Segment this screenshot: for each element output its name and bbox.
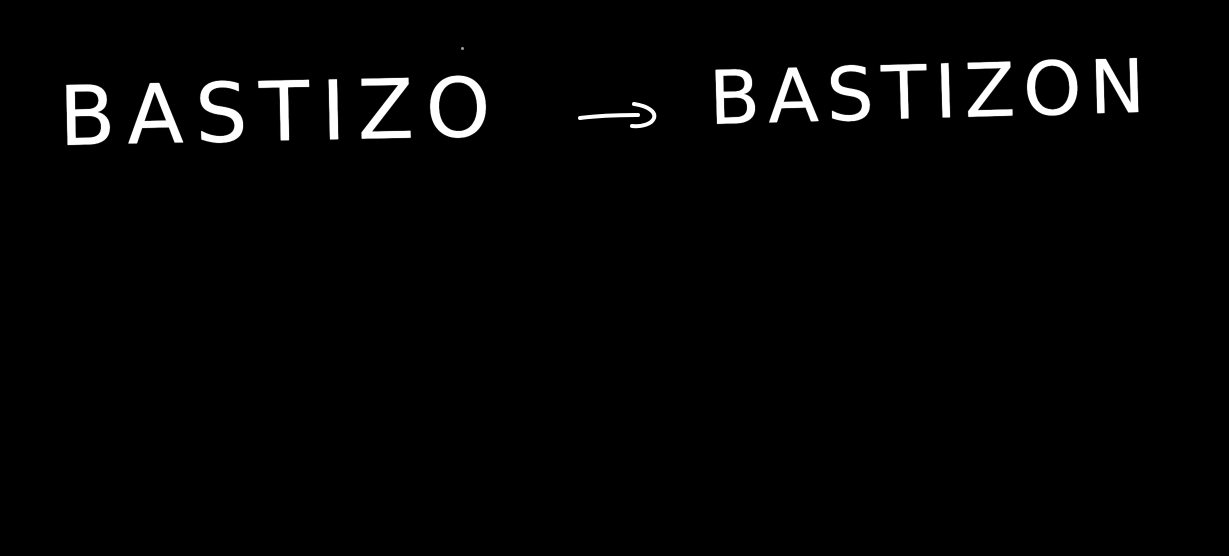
original-word: BASTIZO [58,60,504,165]
corrected-word: BASTIZON [708,43,1154,142]
ink-speck [461,47,464,50]
right-arrow-icon [578,102,657,129]
